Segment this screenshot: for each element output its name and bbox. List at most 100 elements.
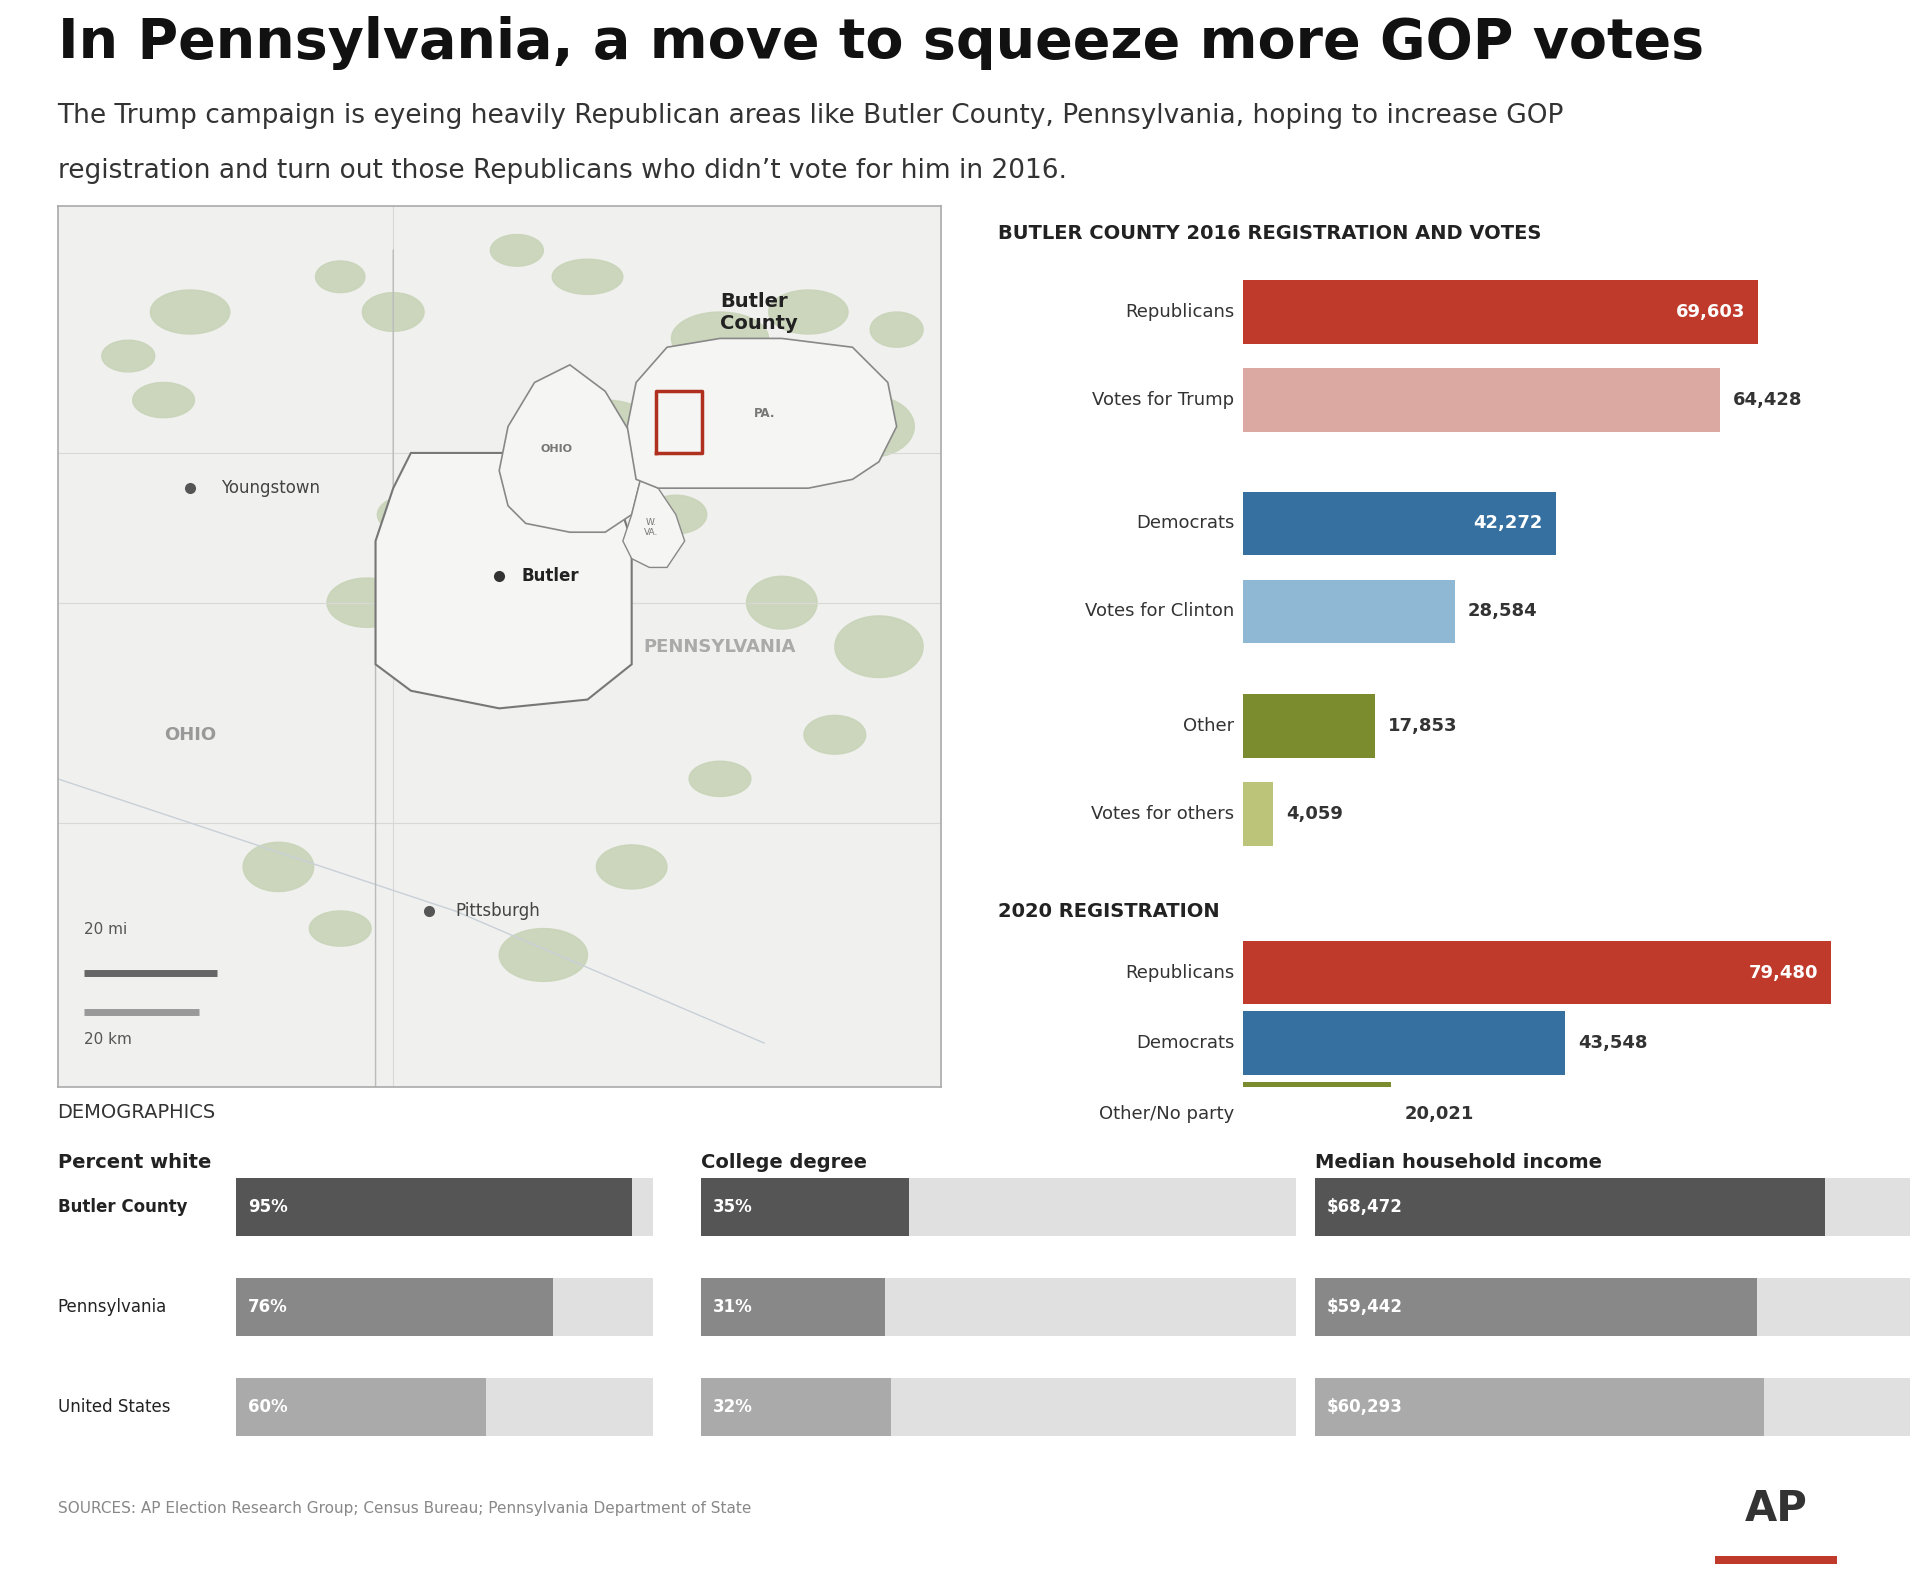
- Polygon shape: [768, 290, 849, 333]
- Bar: [236, 1178, 653, 1236]
- Polygon shape: [672, 313, 768, 365]
- Polygon shape: [870, 313, 924, 348]
- Bar: [1242, 941, 1832, 1005]
- Polygon shape: [628, 338, 897, 489]
- Text: 20,021: 20,021: [1404, 1105, 1475, 1122]
- Text: DEMOGRAPHICS: DEMOGRAPHICS: [58, 1103, 215, 1122]
- Bar: [1315, 1278, 1910, 1336]
- Polygon shape: [557, 400, 653, 452]
- Bar: [701, 1378, 891, 1436]
- Polygon shape: [326, 578, 407, 627]
- Polygon shape: [689, 762, 751, 797]
- Bar: [1715, 1555, 1837, 1563]
- Text: 60%: 60%: [248, 1398, 288, 1416]
- Text: 95%: 95%: [248, 1198, 288, 1216]
- Polygon shape: [102, 340, 156, 371]
- Text: W.
VA.: W. VA.: [643, 517, 659, 538]
- Text: In Pennsylvania, a move to squeeze more GOP votes: In Pennsylvania, a move to squeeze more …: [58, 16, 1703, 70]
- Polygon shape: [376, 452, 632, 708]
- Polygon shape: [826, 395, 914, 457]
- Polygon shape: [804, 716, 866, 754]
- Bar: [1242, 694, 1375, 757]
- Text: Median household income: Median household income: [1315, 1152, 1601, 1171]
- Text: 17,853: 17,853: [1388, 717, 1457, 735]
- Text: $60,293: $60,293: [1327, 1398, 1404, 1416]
- Text: OHIO: OHIO: [541, 443, 572, 454]
- Polygon shape: [150, 290, 230, 333]
- Bar: [1315, 1378, 1910, 1436]
- Text: 2020 REGISTRATION: 2020 REGISTRATION: [998, 901, 1219, 920]
- Text: Republicans: Republicans: [1125, 303, 1235, 321]
- Text: 42,272: 42,272: [1473, 514, 1542, 532]
- Text: Republicans: Republicans: [1125, 963, 1235, 982]
- Polygon shape: [309, 911, 371, 946]
- Text: Butler: Butler: [520, 567, 580, 586]
- Bar: [701, 1178, 908, 1236]
- Text: $59,442: $59,442: [1327, 1298, 1404, 1316]
- Polygon shape: [244, 843, 313, 892]
- Bar: [1242, 579, 1455, 643]
- Bar: [1242, 368, 1720, 432]
- Text: College degree: College degree: [701, 1152, 866, 1171]
- Text: Butler County: Butler County: [58, 1198, 186, 1216]
- Bar: [1242, 1011, 1565, 1074]
- Text: 28,584: 28,584: [1467, 603, 1538, 621]
- Text: 31%: 31%: [712, 1298, 753, 1316]
- Bar: [701, 1278, 885, 1336]
- Text: 76%: 76%: [248, 1298, 288, 1316]
- Bar: [1242, 281, 1759, 344]
- Text: 43,548: 43,548: [1578, 1035, 1647, 1052]
- Text: Votes for Clinton: Votes for Clinton: [1085, 603, 1235, 621]
- Bar: [236, 1378, 486, 1436]
- Polygon shape: [509, 449, 578, 492]
- Text: BUTLER COUNTY 2016 REGISTRATION AND VOTES: BUTLER COUNTY 2016 REGISTRATION AND VOTE…: [998, 224, 1542, 243]
- Text: $68,472: $68,472: [1327, 1198, 1404, 1216]
- Polygon shape: [622, 479, 685, 568]
- Text: PA.: PA.: [753, 406, 776, 421]
- Text: 32%: 32%: [712, 1398, 753, 1416]
- Text: United States: United States: [58, 1398, 171, 1416]
- Text: Other: Other: [1183, 717, 1235, 735]
- Text: 64,428: 64,428: [1734, 390, 1803, 409]
- Text: Votes for others: Votes for others: [1091, 805, 1235, 824]
- Bar: [701, 1278, 1296, 1336]
- Text: Democrats: Democrats: [1137, 514, 1235, 532]
- Text: 79,480: 79,480: [1749, 963, 1818, 982]
- Text: SOURCES: AP Election Research Group; Census Bureau; Pennsylvania Department of S: SOURCES: AP Election Research Group; Cen…: [58, 1501, 751, 1516]
- Bar: [1242, 1082, 1392, 1146]
- Text: OHIO: OHIO: [163, 725, 217, 744]
- Bar: [701, 1378, 1296, 1436]
- Bar: [236, 1278, 653, 1336]
- Text: Butler
County: Butler County: [720, 292, 797, 333]
- Bar: [1315, 1278, 1757, 1336]
- Text: Democrats: Democrats: [1137, 1035, 1235, 1052]
- Polygon shape: [378, 495, 444, 533]
- Text: 4,059: 4,059: [1286, 805, 1342, 824]
- Text: Votes for Trump: Votes for Trump: [1092, 390, 1235, 409]
- Bar: [701, 1178, 1296, 1236]
- Bar: [1315, 1178, 1824, 1236]
- Polygon shape: [747, 576, 818, 628]
- Bar: [1315, 1178, 1910, 1236]
- Polygon shape: [645, 495, 707, 533]
- Text: The Trump campaign is eyeing heavily Republican areas like Butler County, Pennsy: The Trump campaign is eyeing heavily Rep…: [58, 103, 1565, 130]
- Bar: [236, 1378, 653, 1436]
- Bar: [1315, 1378, 1764, 1436]
- Bar: [1242, 492, 1555, 555]
- Text: Other/No party: Other/No party: [1098, 1105, 1235, 1122]
- Text: registration and turn out those Republicans who didn’t vote for him in 2016.: registration and turn out those Republic…: [58, 159, 1068, 184]
- Polygon shape: [553, 259, 622, 294]
- Text: 69,603: 69,603: [1676, 303, 1745, 321]
- Text: Pittsburgh: Pittsburgh: [455, 901, 540, 920]
- Bar: [236, 1278, 553, 1336]
- Polygon shape: [597, 844, 666, 889]
- Text: 35%: 35%: [712, 1198, 753, 1216]
- Text: AP: AP: [1745, 1489, 1807, 1530]
- Text: Pennsylvania: Pennsylvania: [58, 1298, 167, 1316]
- Text: 20 mi: 20 mi: [84, 922, 127, 938]
- Polygon shape: [315, 260, 365, 292]
- Text: Youngstown: Youngstown: [221, 479, 321, 497]
- Text: PENNSYLVANIA: PENNSYLVANIA: [643, 638, 797, 655]
- Polygon shape: [835, 616, 924, 678]
- Polygon shape: [499, 928, 588, 981]
